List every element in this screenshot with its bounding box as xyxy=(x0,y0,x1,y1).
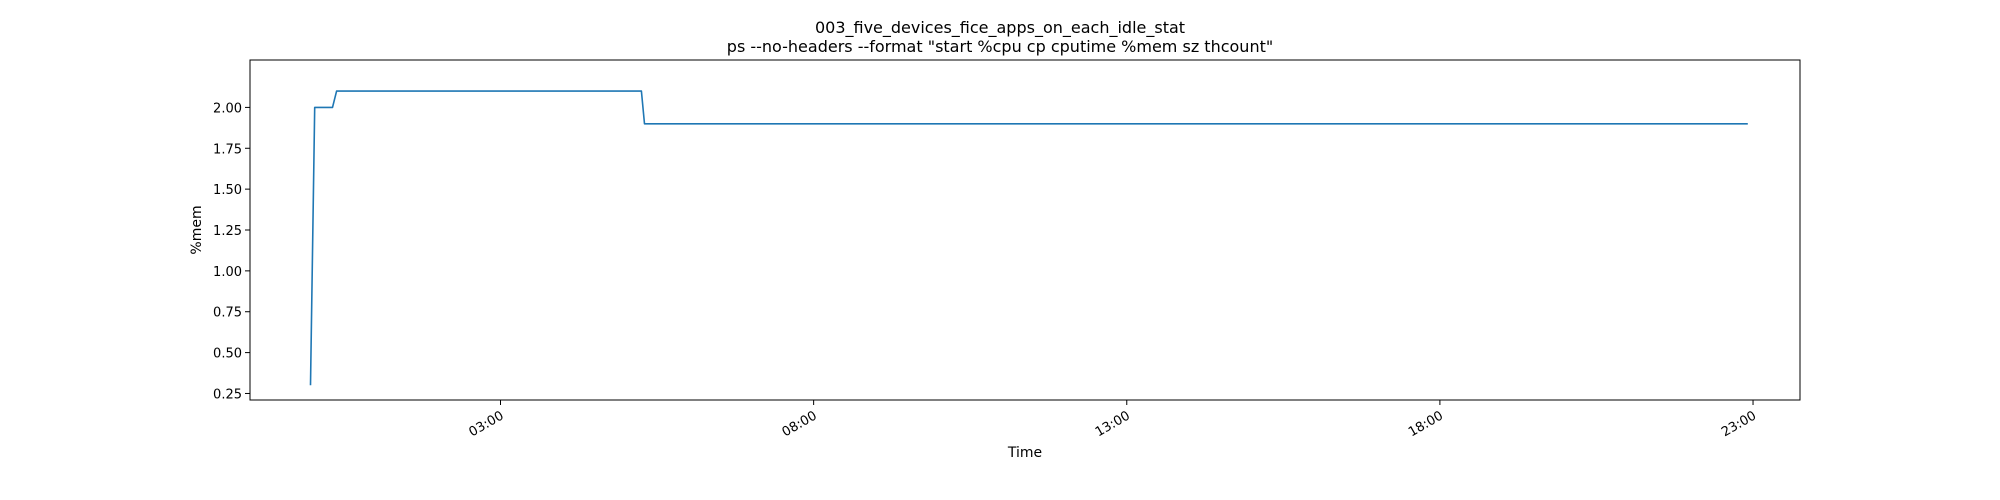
y-axis-label: %mem xyxy=(189,205,205,254)
plot-area xyxy=(249,59,1801,401)
x-tick-label: 18:00 xyxy=(1406,408,1446,440)
y-tick-label: 0.50 xyxy=(213,347,242,362)
x-axis: 03:00 08:00 13:00 18:00 23:00 xyxy=(467,400,1759,440)
y-tick-label: 0.25 xyxy=(213,387,242,402)
y-axis: 0.25 0.50 0.75 1.00 1.25 1.50 1.75 2.00 xyxy=(213,101,250,402)
x-axis-label: Time xyxy=(1007,445,1042,461)
x-tick-label: 08:00 xyxy=(780,408,820,440)
y-tick-label: 1.00 xyxy=(213,265,242,280)
y-tick-label: 1.25 xyxy=(213,224,242,239)
x-tick-label: 13:00 xyxy=(1093,408,1133,440)
y-tick-label: 1.75 xyxy=(213,142,242,157)
series-line-0 xyxy=(309,90,1748,386)
chart-subtitle: ps --no-headers --format "start %cpu cp … xyxy=(727,37,1273,56)
series-layer xyxy=(309,90,1748,386)
chart-title: 003_five_devices_fice_apps_on_each_idle_… xyxy=(815,18,1185,38)
y-tick-label: 2.00 xyxy=(213,101,242,116)
y-tick-label: 0.75 xyxy=(213,306,242,321)
x-tick-label: 03:00 xyxy=(467,408,507,440)
y-tick-label: 1.50 xyxy=(213,183,242,198)
x-tick-label: 23:00 xyxy=(1719,408,1759,440)
